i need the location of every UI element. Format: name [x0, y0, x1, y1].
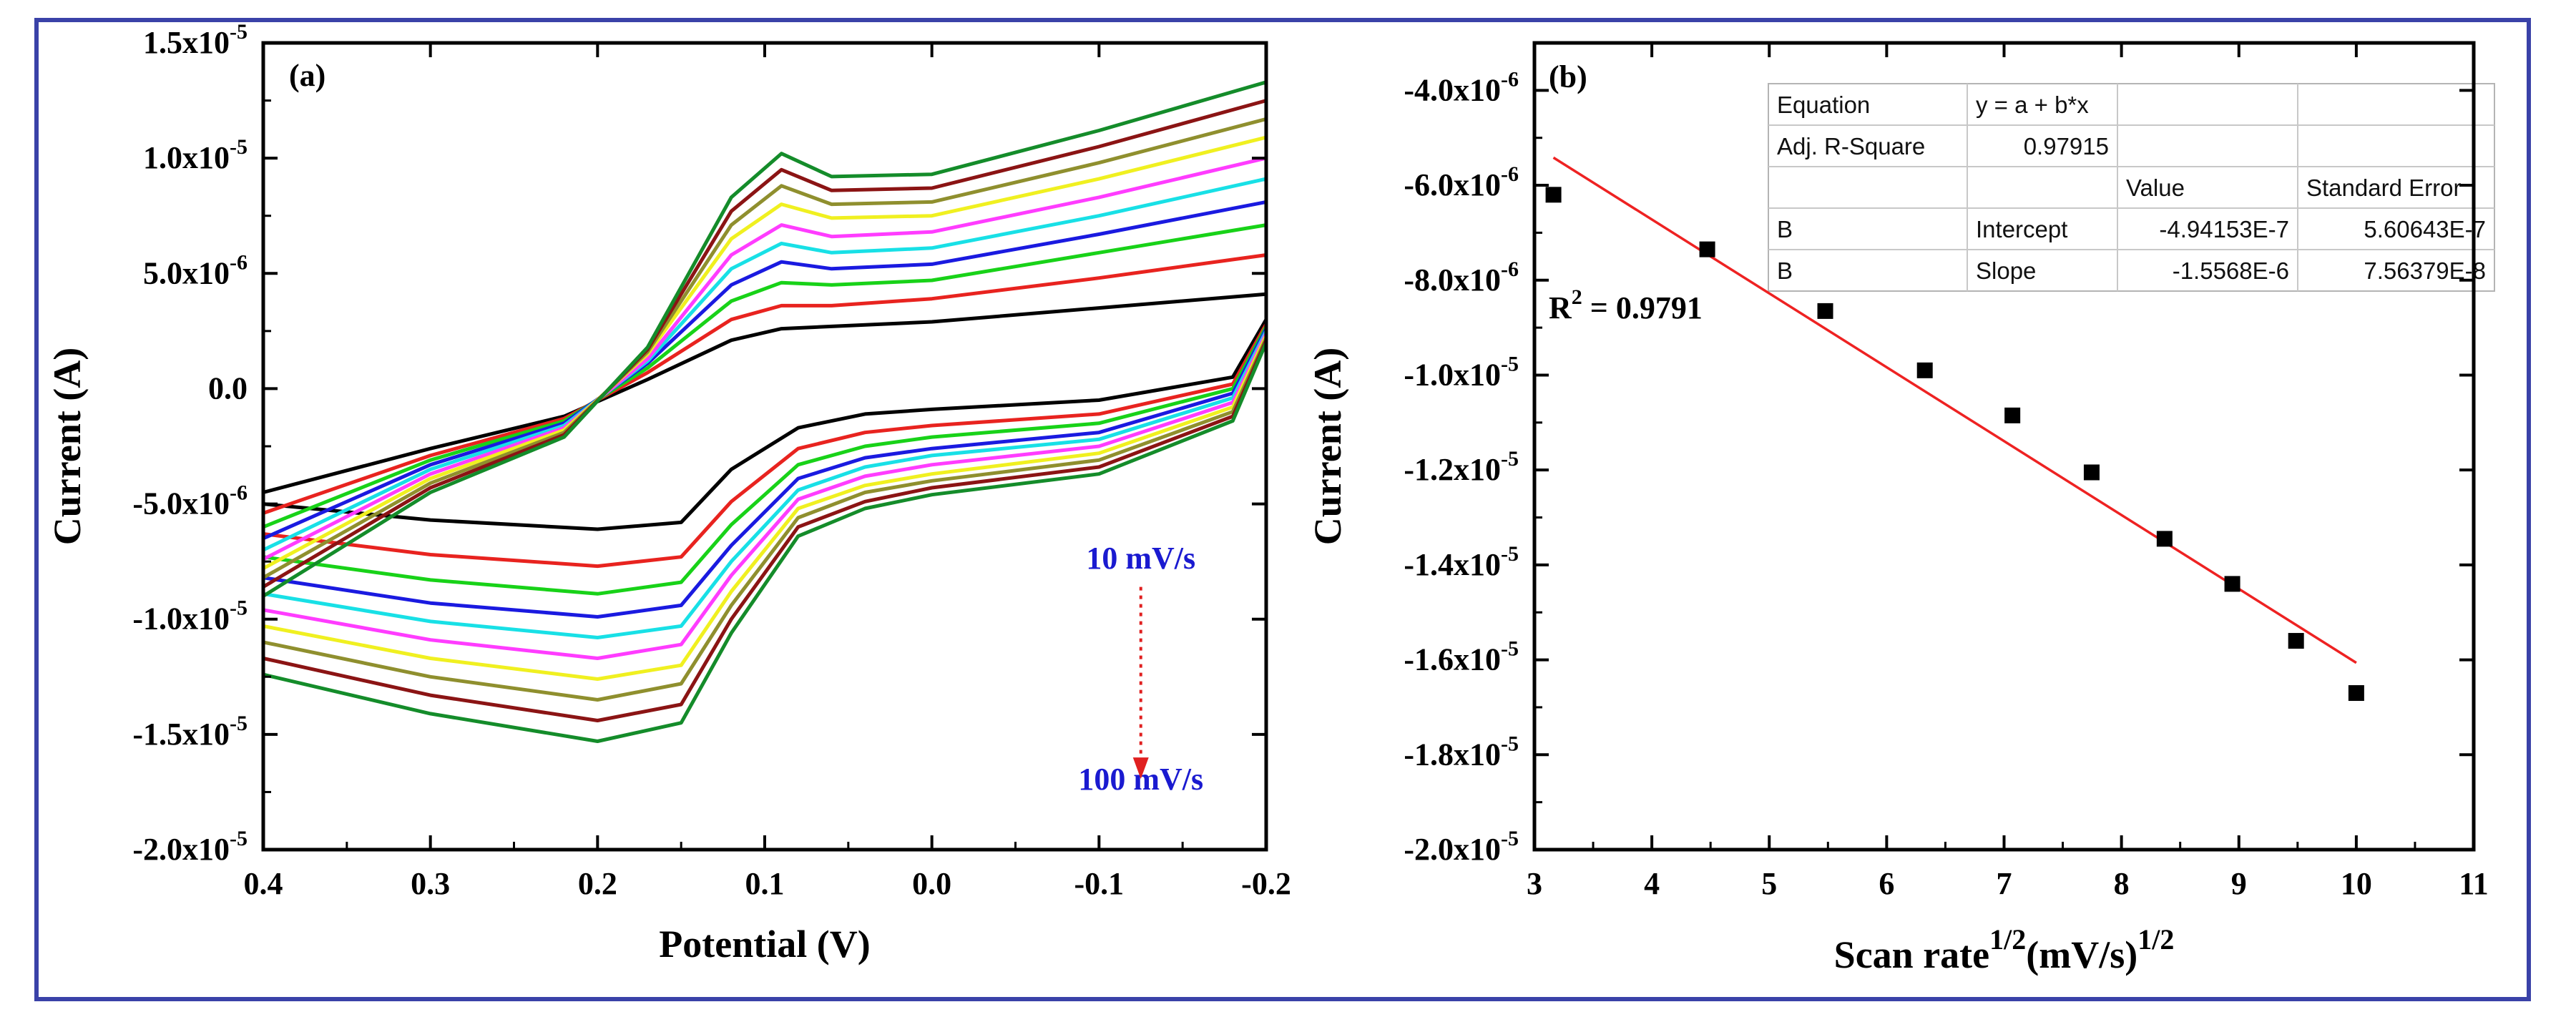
- x-tick-label: 6: [1879, 866, 1894, 901]
- data-point-5: [2004, 407, 2021, 423]
- panel-b-chart: Equation y = a + b*x Adj. R-Square 0.97915 V…: [1306, 41, 2495, 976]
- data-point-9: [2288, 633, 2304, 649]
- y-tick-label: 1.0x10-5: [143, 135, 248, 175]
- y-tick-label: -4.0x10-6: [1404, 67, 1519, 107]
- stats-table-cell: y = a + b*x: [1976, 92, 2089, 118]
- scan-rate-arrowhead: [1132, 757, 1149, 780]
- figure-frame: [34, 18, 2531, 1001]
- x-tick-label: 8: [2114, 866, 2130, 901]
- x-tick-label: 0.2: [578, 866, 617, 901]
- x-tick-label: 11: [2459, 866, 2489, 901]
- y-tick-label: -6.0x10-6: [1404, 162, 1519, 202]
- x-axis-title: Potential (V): [659, 923, 870, 966]
- stats-table-cell: Intercept: [1976, 216, 2067, 242]
- data-point-3: [1817, 303, 1833, 319]
- x-tick-label: 0.1: [745, 866, 785, 901]
- scan-rate-start-label: 10 mV/s: [1086, 541, 1195, 576]
- x-tick-label: 3: [1527, 866, 1542, 901]
- x-tick-label: 0.3: [411, 866, 450, 901]
- y-tick-label: -1.2x10-5: [1404, 447, 1519, 487]
- stats-table-cell: Standard Error: [2306, 175, 2461, 201]
- x-axis-title: Scan rate1/2(mV/s)1/2: [1834, 923, 2175, 976]
- y-tick-label: -1.0x10-5: [132, 596, 248, 637]
- y-tick-label: -1.6x10-5: [1404, 637, 1519, 677]
- y-axis-title: Current (A): [46, 348, 89, 545]
- x-tick-label: 0.0: [912, 866, 951, 901]
- stats-table-cell: Value: [2126, 175, 2185, 201]
- y-tick-label: -1.8x10-5: [1404, 732, 1519, 772]
- data-point-4: [1916, 362, 1933, 378]
- stats-table-cell: Slope: [1976, 257, 2036, 284]
- data-point-8: [2224, 576, 2240, 592]
- x-tick-label: 4: [1644, 866, 1660, 901]
- y-tick-label: -2.0x10-5: [1404, 827, 1519, 867]
- stats-table-cell: -4.94153E-7: [2159, 216, 2289, 242]
- data-point-7: [2156, 531, 2173, 547]
- x-tick-label: 5: [1761, 866, 1777, 901]
- r-squared-annotation: R2 = 0.9791: [1549, 285, 1703, 325]
- x-tick-label: 0.4: [244, 866, 283, 901]
- x-tick-label: 10: [2341, 866, 2372, 901]
- x-tick-label: 7: [1997, 866, 2012, 901]
- data-point-1: [1545, 187, 1562, 203]
- y-tick-label: 1.5x10-5: [143, 20, 248, 60]
- y-tick-label: -8.0x10-6: [1404, 257, 1519, 298]
- stats-table-cell: 5.60643E-7: [2364, 216, 2486, 242]
- y-tick-label: -2.0x10-5: [132, 827, 248, 867]
- x-tick-label: 9: [2231, 866, 2247, 901]
- panel-label-b: (b): [1549, 59, 1587, 94]
- stats-table-cell: Adj. R-Square: [1777, 133, 1925, 159]
- y-tick-label: 0.0: [208, 370, 248, 406]
- panel-label-a: (a): [289, 58, 325, 93]
- panel-a-chart: 0.4 0.3 0.2 0.1 0.0 -0.1 -0.2 1.5x10-5 1.0x10-5 5…: [46, 20, 1291, 966]
- x-tick-label: -0.2: [1241, 866, 1291, 901]
- cv-curve-7: [262, 135, 1268, 681]
- y-tick-label: -1.5x10-5: [132, 712, 248, 752]
- stats-table-cell: B: [1777, 216, 1793, 242]
- stats-table-cell: Equation: [1777, 92, 1870, 118]
- x-tick-label: -0.1: [1074, 866, 1125, 901]
- y-tick-label: -1.0x10-5: [1404, 352, 1519, 392]
- stats-table-cell: B: [1777, 257, 1793, 284]
- data-point-10: [2348, 685, 2364, 702]
- y-tick-label: -5.0x10-6: [132, 481, 248, 521]
- stats-table-cell: -1.5568E-6: [2173, 257, 2289, 284]
- stats-table-frame: [1768, 83, 2495, 292]
- y-axis-title: Current (A): [1306, 348, 1349, 545]
- stats-table-cell: 0.97915: [2024, 133, 2109, 159]
- stats-table: Equation y = a + b*x Adj. R-Square 0.97915 V…: [1768, 83, 2495, 292]
- linear-fit-line: [1552, 156, 2357, 664]
- y-tick-label: 5.0x10-6: [143, 250, 248, 290]
- data-point-2: [1699, 241, 1715, 257]
- data-point-6: [2083, 464, 2100, 481]
- y-tick-label: -1.4x10-5: [1404, 542, 1519, 582]
